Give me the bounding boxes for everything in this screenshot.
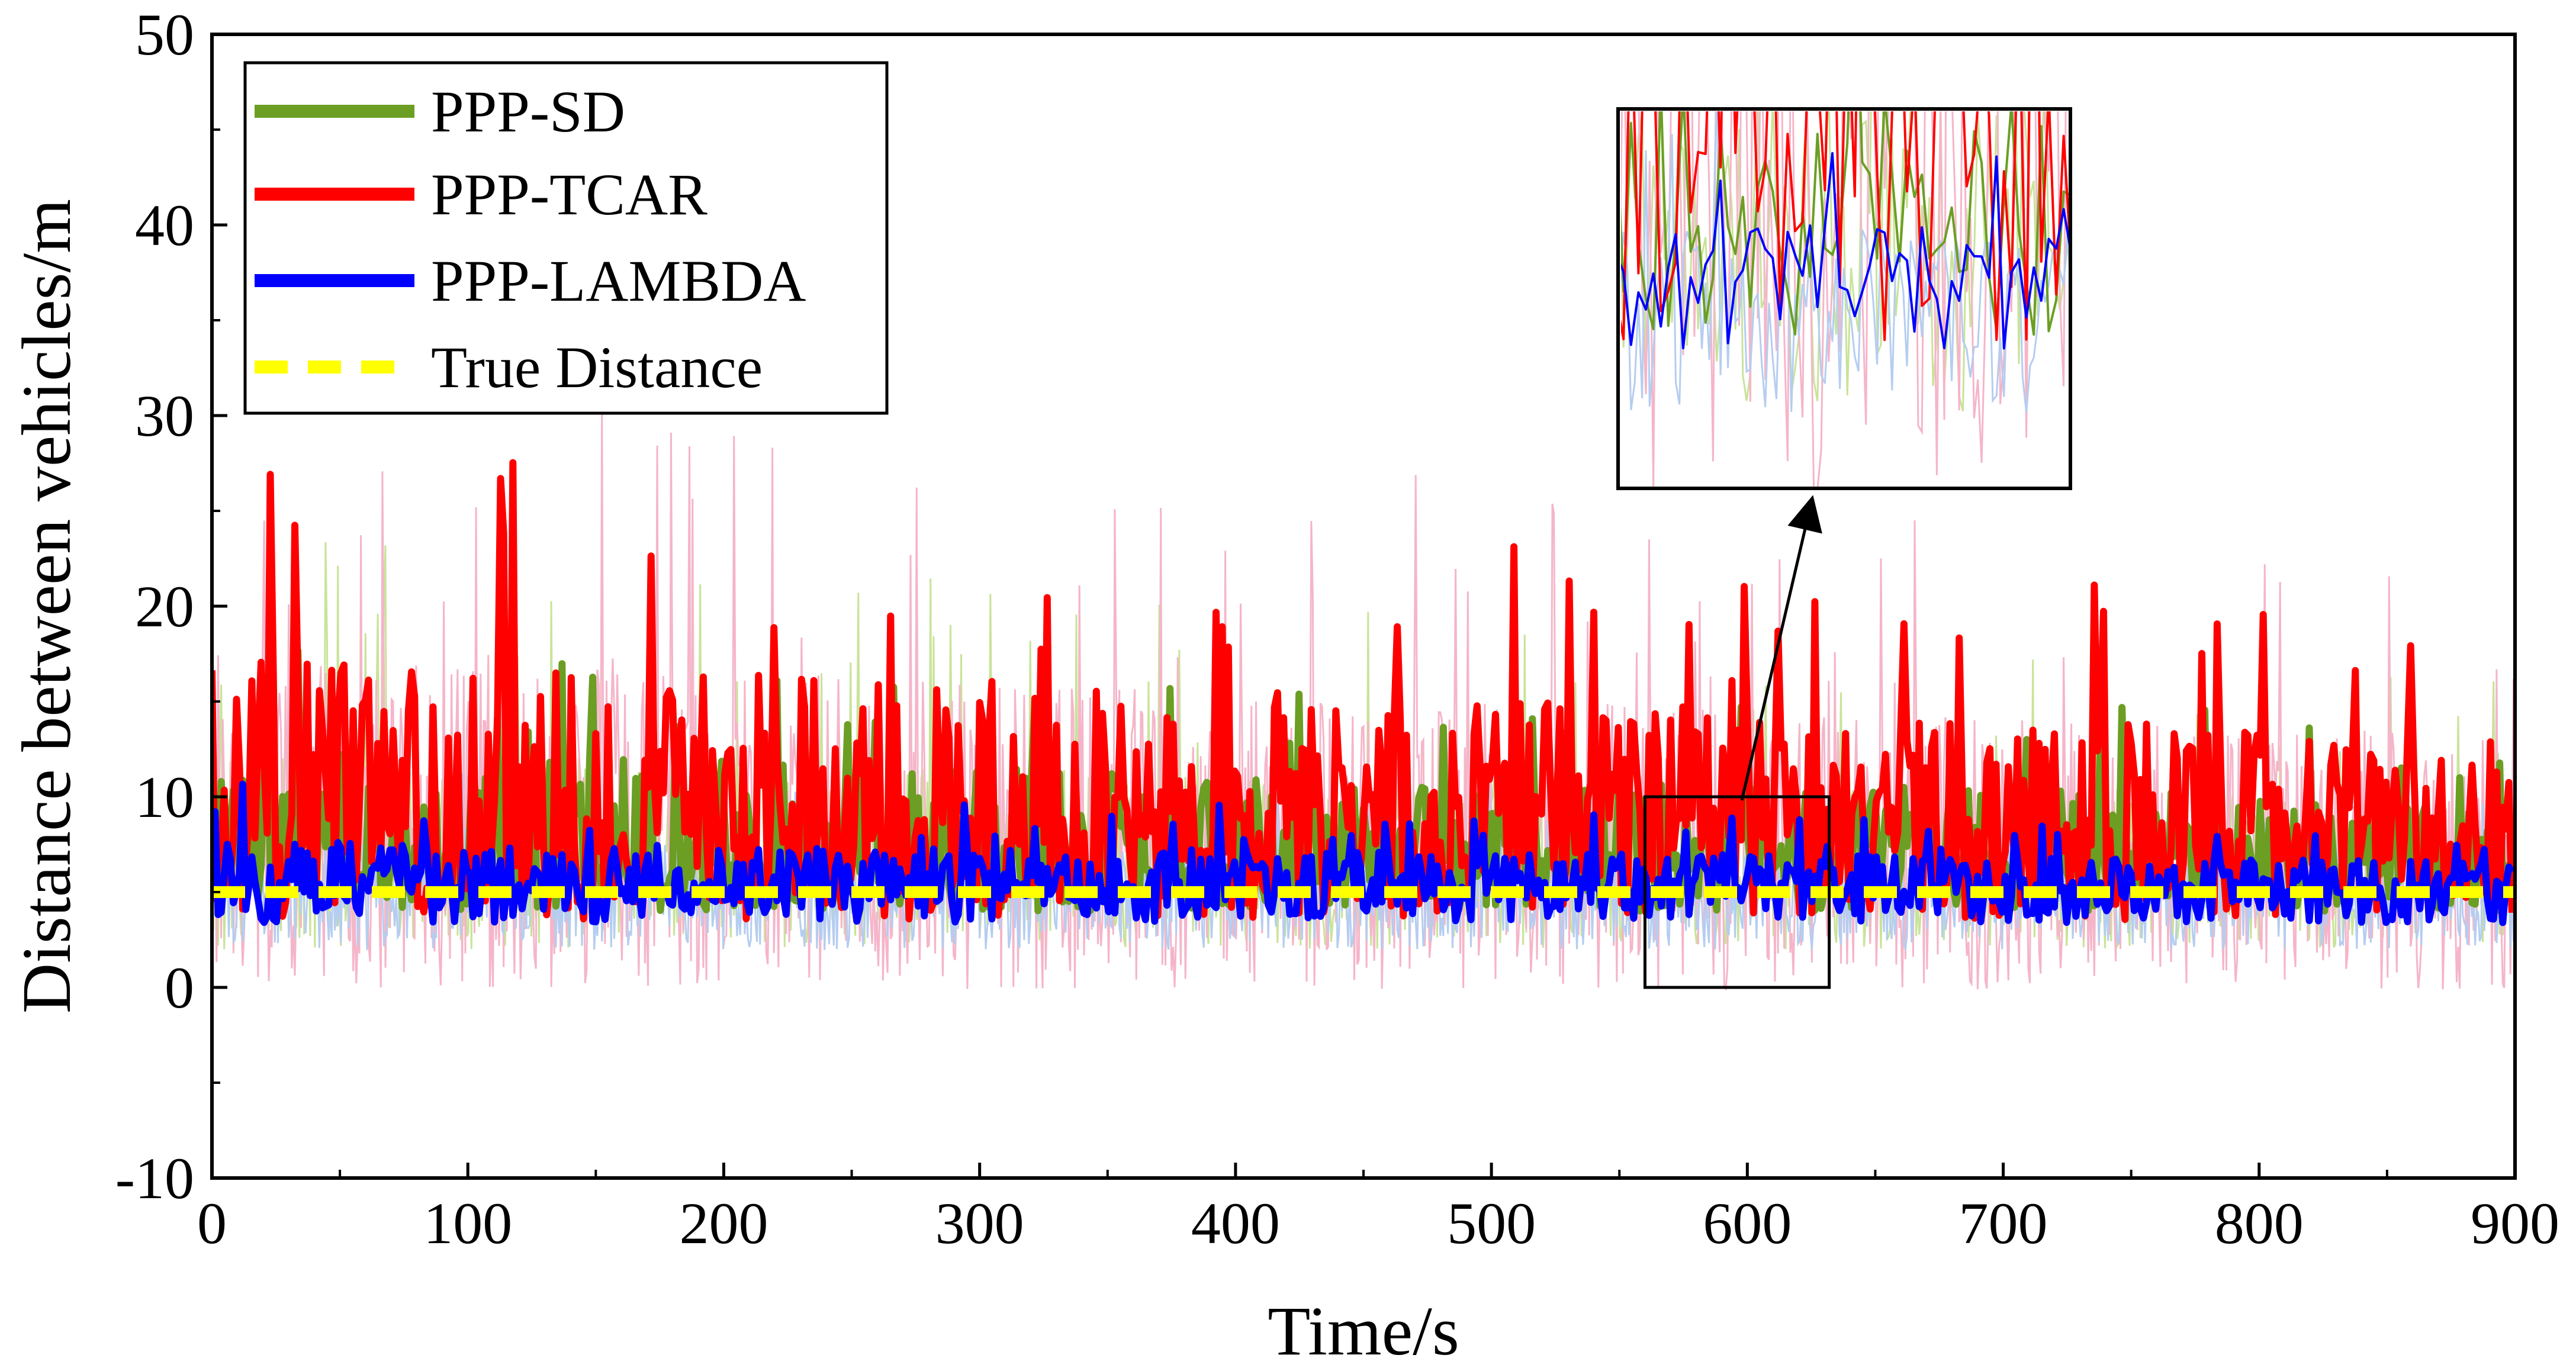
- y-tick-label: 30: [135, 383, 194, 449]
- inset-frame: [1616, 107, 2072, 490]
- x-tick-label: 500: [1447, 1190, 1536, 1256]
- y-tick-label: -10: [115, 1145, 194, 1211]
- legend: PPP-SD PPP-TCAR PPP-LAMBDA True Distance: [243, 61, 889, 415]
- x-tick-label: 700: [1959, 1190, 2048, 1256]
- zoom-inset: [1616, 107, 2072, 490]
- x-tick-label: 300: [935, 1190, 1024, 1256]
- x-tick-labels: 0 100 200 300 400 500 600 700 800 900: [197, 1190, 2559, 1256]
- legend-label-true-distance: True Distance: [431, 334, 763, 400]
- inset-line-ppp-lambda: [1621, 152, 2069, 350]
- y-axis-title: Distance between vehicles/m: [8, 199, 85, 1013]
- y-tick-labels: -10 0 10 20 30 40 50: [115, 2, 194, 1211]
- y-tick-label: 20: [135, 574, 194, 639]
- series-line-ppp-tcar: [212, 459, 2515, 923]
- x-tick-label: 400: [1191, 1190, 1280, 1256]
- x-tick-label: 900: [2471, 1190, 2559, 1256]
- x-tick-label: 100: [423, 1190, 512, 1256]
- y-tick-label: 40: [135, 192, 194, 258]
- main-series-layer: [212, 459, 2515, 926]
- inset-line-ppp-tcar: [1621, 111, 2069, 342]
- y-tick-label: 0: [165, 955, 194, 1021]
- inset-faint-ppp-lambda: [1621, 111, 2069, 413]
- y-tick-label: 50: [135, 2, 194, 67]
- inset-faint-ppp-tcar: [1621, 111, 2067, 487]
- zoom-region-box: [1643, 795, 1831, 989]
- x-tick-label: 200: [679, 1190, 768, 1256]
- x-axis-title: Time/s: [1268, 1292, 1459, 1370]
- inset-series-layer: [1621, 111, 2069, 487]
- zoom-arrow: [1740, 495, 1822, 801]
- x-tick-label: 600: [1703, 1190, 1792, 1256]
- legend-label-ppp-lambda: PPP-LAMBDA: [431, 248, 806, 314]
- y-tick-label: 10: [135, 764, 194, 830]
- x-tick-label: 800: [2215, 1190, 2304, 1256]
- x-tick-label: 0: [197, 1190, 227, 1256]
- legend-label-ppp-tcar: PPP-TCAR: [431, 162, 707, 227]
- legend-box: [243, 61, 889, 415]
- tick-marks: [210, 33, 2517, 1180]
- legend-label-ppp-sd: PPP-SD: [431, 79, 625, 144]
